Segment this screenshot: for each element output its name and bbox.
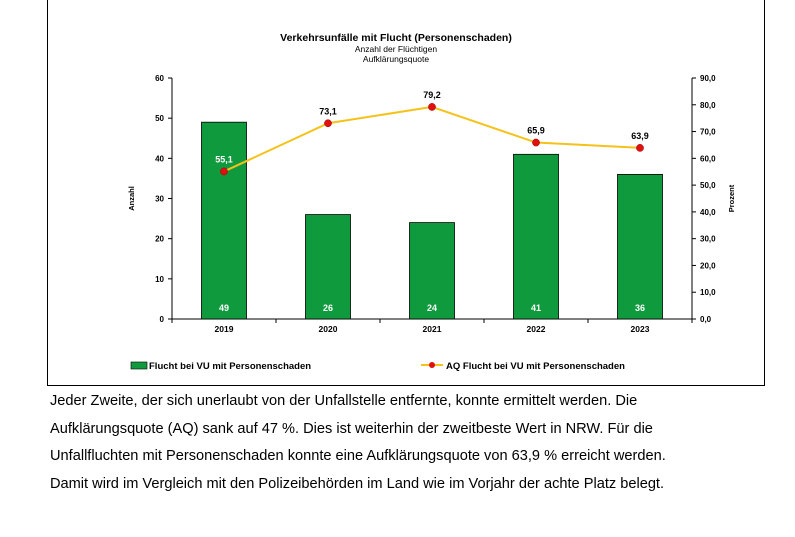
aq-point (428, 103, 436, 111)
y-tick-label: 10 (155, 275, 164, 284)
legend-label-line: AQ Flucht bei VU mit Personenschaden (446, 361, 625, 372)
aq-value-label: 55,1 (215, 154, 233, 164)
y2-tick-label: 50,0 (700, 181, 716, 190)
y-axis-title: Anzahl (127, 186, 136, 211)
aq-point (324, 119, 332, 128)
y-tick-label: 50 (155, 114, 164, 123)
x-tick-label: 2019 (215, 324, 234, 334)
bar-value-label: 36 (635, 303, 645, 313)
y2-axis-title: Prozent (727, 184, 736, 212)
bar-value-label: 41 (531, 303, 541, 313)
aq-value-label: 73,1 (319, 106, 337, 116)
y-tick-label: 40 (155, 154, 164, 163)
bar (305, 214, 351, 320)
bar-value-label: 24 (427, 303, 437, 313)
legend-swatch-marker (429, 362, 435, 368)
x-tick-label: 2021 (423, 324, 442, 334)
y2-tick-label: 20,0 (700, 261, 716, 270)
description-text: Jeder Zweite, der sich unerlaubt von der… (50, 388, 770, 498)
paragraph-line: Unfallfluchten mit Personenschaden konnt… (50, 448, 666, 465)
y2-tick-label: 70,0 (700, 128, 716, 137)
y2-tick-label: 10,0 (700, 288, 716, 297)
y2-tick-label: 30,0 (700, 235, 716, 244)
chart-subtitle-count: Anzahl der Flüchtigen (355, 44, 437, 54)
aq-value-label: 79,2 (423, 90, 441, 100)
x-tick-label: 2022 (527, 324, 546, 334)
paragraph-line: Damit wird im Vergleich mit den Polizeib… (50, 475, 665, 492)
aq-line (223, 105, 641, 173)
bar (617, 173, 663, 320)
paragraph-line: Aufklärungsquote (AQ) sank auf 47 %. Die… (50, 420, 653, 437)
aq-value-label: 63,9 (631, 131, 649, 141)
legend-label-bars: Flucht bei VU mit Personenschaden (149, 361, 311, 372)
chart: Verkehrsunfälle mit Flucht (Personenscha… (127, 32, 736, 372)
chart-subtitle-rate: Aufklärungsquote (363, 54, 429, 64)
bar (201, 121, 247, 320)
aq-point (636, 144, 644, 152)
y2-tick-label: 90,0 (700, 74, 716, 83)
y2-tick-label: 60,0 (700, 154, 716, 163)
chart-frame: Verkehrsunfälle mit Flucht (Personenscha… (47, 0, 765, 386)
x-tick-label: 2023 (631, 324, 650, 334)
y2-tick-label: 40,0 (700, 208, 716, 217)
aq-point (220, 167, 228, 176)
x-tick-label: 2020 (319, 324, 338, 334)
y2-tick-label: 80,0 (700, 101, 716, 110)
aq-value-label: 65,9 (527, 126, 545, 136)
paragraph-line: Jeder Zweite, der sich unerlaubt von der… (50, 393, 638, 409)
bar-value-label: 26 (323, 303, 333, 313)
bar (409, 222, 455, 320)
y-tick-label: 30 (155, 195, 164, 204)
legend-swatch-bars (130, 361, 148, 370)
bar (513, 153, 559, 320)
chart-title: Verkehrsunfälle mit Flucht (Personenscha… (280, 32, 512, 44)
y-tick-label: 0 (160, 315, 165, 324)
bar-value-label: 49 (219, 303, 229, 313)
y-tick-label: 20 (155, 235, 164, 244)
y-tick-label: 60 (155, 74, 164, 83)
y2-tick-label: 0,0 (700, 315, 712, 324)
aq-point (532, 138, 540, 147)
